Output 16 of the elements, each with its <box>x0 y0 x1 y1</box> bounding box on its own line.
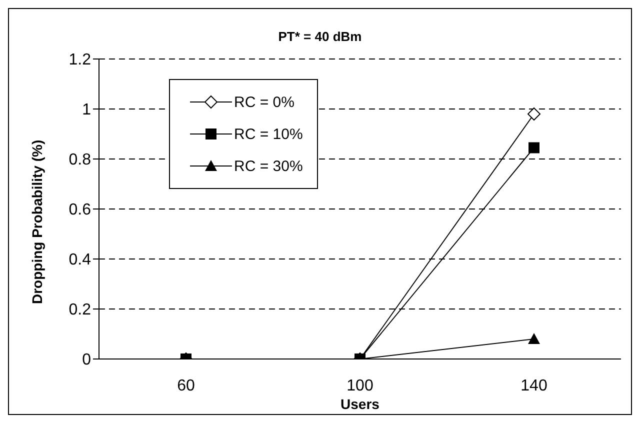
x-axis-title: Users <box>340 396 380 412</box>
legend-label: RC = 30% <box>234 158 303 174</box>
y-tick-label: 1 <box>82 102 92 119</box>
x-tick-label: 60 <box>177 377 195 394</box>
y-tick-label: 0 <box>82 352 92 369</box>
chart-title: PT* = 40 dBm <box>277 29 363 46</box>
y-tick-label: 0.6 <box>68 202 92 219</box>
y-tick-label: 0.2 <box>68 302 92 319</box>
x-tick-label: 100 <box>346 377 374 394</box>
legend-label: RC = 0% <box>234 94 294 110</box>
legend-label: RC = 10% <box>234 126 303 142</box>
x-tick-label: 140 <box>520 377 548 394</box>
y-axis-title: Dropping Probability (%) <box>28 140 45 304</box>
y-tick-label: 0.4 <box>68 252 92 269</box>
y-tick-label: 0.8 <box>68 152 92 169</box>
y-tick-label: 1.2 <box>68 52 92 69</box>
